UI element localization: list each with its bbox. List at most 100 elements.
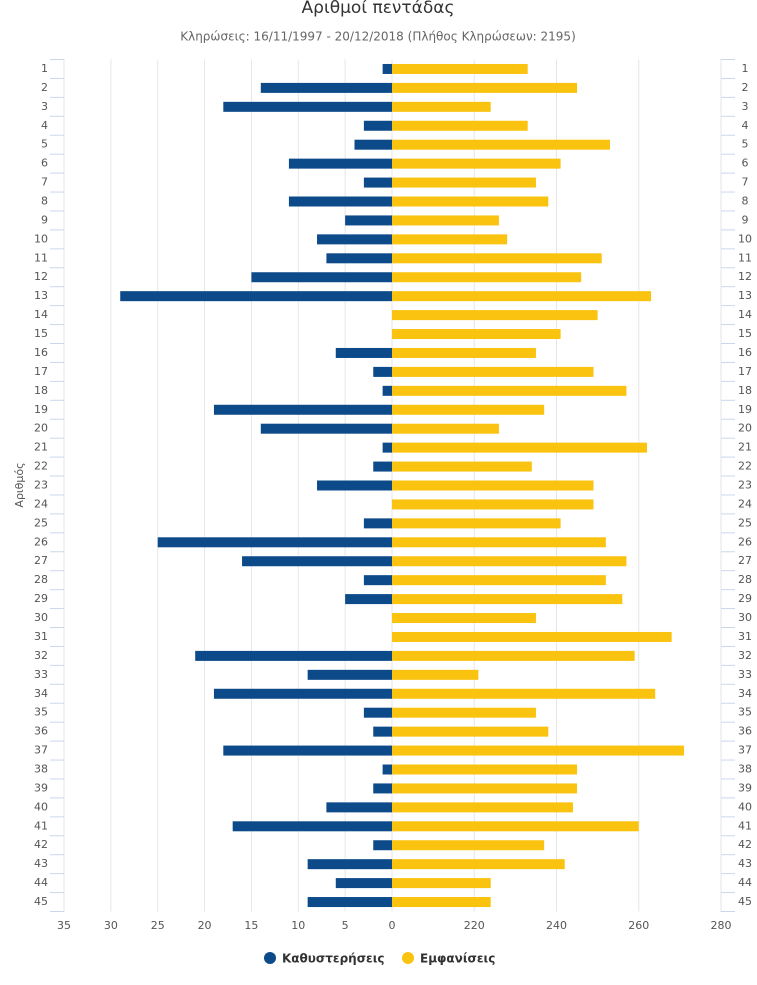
bar [363, 120, 392, 131]
x-tick-label: 0 [389, 919, 396, 932]
x-tick-label: 15 [244, 919, 258, 932]
x-tick-label: 35 [57, 919, 71, 932]
y2-tick-label: 4 [742, 119, 749, 132]
y-tick-label: 11 [34, 251, 48, 264]
bar [345, 594, 392, 605]
chart-subtitle: Κληρώσεις: 16/11/1997 - 20/12/2018 (Πλήθ… [180, 30, 576, 44]
bar [392, 234, 508, 245]
bar [260, 82, 392, 93]
y-tick-label: 41 [34, 819, 48, 832]
bar [373, 366, 392, 377]
bar [392, 63, 528, 74]
bar [157, 537, 392, 548]
bar [392, 215, 499, 226]
y-tick-label: 40 [34, 800, 48, 813]
y-tick-label: 35 [34, 706, 48, 719]
bar [335, 347, 392, 358]
y-tick-label: 44 [34, 876, 48, 889]
bar [373, 461, 392, 472]
bar [392, 897, 491, 908]
y-tick-label: 31 [34, 630, 48, 643]
y2-tick-label: 44 [738, 876, 752, 889]
y-tick-label: 32 [34, 649, 48, 662]
bar [392, 878, 491, 889]
bar [392, 139, 610, 150]
bar [392, 177, 536, 188]
y-tick-label: 13 [34, 289, 48, 302]
bar [307, 669, 392, 680]
bar [363, 518, 392, 529]
bar [392, 594, 623, 605]
bar [392, 196, 549, 207]
bar [392, 461, 532, 472]
bar [307, 897, 392, 908]
y-tick-label: 17 [34, 365, 48, 378]
y-tick-label: 37 [34, 744, 48, 757]
y-tick-label: 7 [41, 176, 48, 189]
bar [382, 764, 392, 775]
x2-tick-label: 220 [464, 919, 485, 932]
y2-tick-label: 24 [738, 497, 752, 510]
bar [120, 291, 392, 302]
x-tick-label: 30 [104, 919, 118, 932]
y-tick-label: 24 [34, 497, 48, 510]
bar [213, 404, 392, 415]
y2-tick-label: 37 [738, 744, 752, 757]
bar [392, 329, 561, 340]
y2-tick-label: 7 [742, 176, 749, 189]
y2-tick-label: 45 [738, 895, 752, 908]
y-tick-label: 1 [41, 62, 48, 75]
y2-tick-label: 43 [738, 857, 752, 870]
bar [392, 366, 594, 377]
bar [392, 840, 545, 851]
bar [392, 499, 594, 510]
bar [392, 518, 561, 529]
y-tick-label: 22 [34, 460, 48, 473]
y2-tick-label: 1 [742, 62, 749, 75]
bar [373, 726, 392, 737]
y2-tick-label: 28 [738, 573, 752, 586]
bar [326, 802, 392, 813]
bar [382, 63, 392, 74]
bar [392, 101, 491, 112]
bar [392, 688, 656, 699]
y2-tick-label: 2 [742, 81, 749, 94]
bar [392, 310, 598, 321]
y2-tick-label: 22 [738, 460, 752, 473]
y2-tick-label: 11 [738, 251, 752, 264]
y-tick-label: 8 [41, 195, 48, 208]
y-axis-label: Αριθμός [13, 462, 26, 507]
bar [392, 821, 639, 832]
y-tick-label: 21 [34, 441, 48, 454]
x2-tick-label: 240 [546, 919, 567, 932]
bar [223, 101, 392, 112]
bar [392, 272, 582, 283]
bar [392, 707, 536, 718]
bar [392, 404, 545, 415]
y-tick-label: 28 [34, 573, 48, 586]
x-tick-label: 25 [151, 919, 165, 932]
bar [232, 821, 392, 832]
y-tick-label: 2 [41, 81, 48, 94]
bar [392, 650, 635, 661]
y-tick-label: 29 [34, 592, 48, 605]
bar [373, 840, 392, 851]
bar [213, 688, 392, 699]
y2-tick-label: 35 [738, 706, 752, 719]
y2-tick-label: 10 [738, 232, 752, 245]
bar [392, 783, 578, 794]
bar [345, 215, 392, 226]
y2-tick-label: 32 [738, 649, 752, 662]
y2-tick-label: 23 [738, 479, 752, 492]
y-tick-label: 33 [34, 668, 48, 681]
y-tick-label: 45 [34, 895, 48, 908]
y-tick-label: 12 [34, 270, 48, 283]
bar [392, 82, 578, 93]
x-tick-label: 5 [342, 919, 349, 932]
bar [392, 423, 499, 434]
y2-tick-label: 13 [738, 289, 752, 302]
bar [335, 878, 392, 889]
y-tick-label: 34 [34, 687, 48, 700]
y-tick-label: 43 [34, 857, 48, 870]
y-tick-label: 20 [34, 422, 48, 435]
